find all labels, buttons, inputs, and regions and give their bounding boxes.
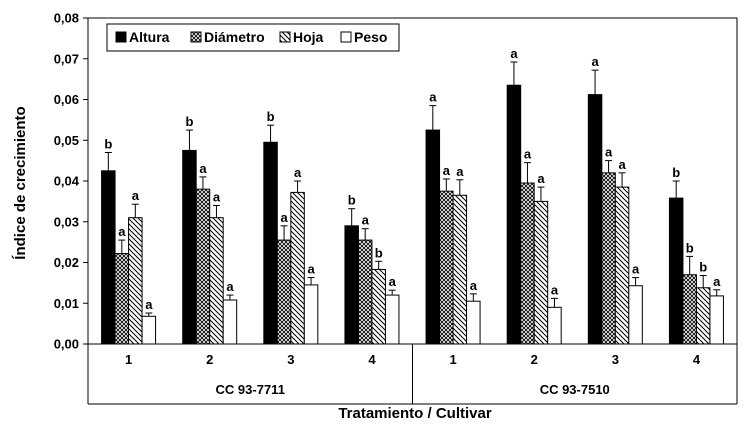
significance-label: a <box>443 163 451 178</box>
y-axis-title: Índice de crecimiento <box>12 106 29 259</box>
bar <box>533 200 549 345</box>
bar <box>141 315 157 345</box>
x-tick-label: 4 <box>368 352 376 367</box>
x-tick-label: 3 <box>287 352 294 367</box>
y-tick-label: 0,07 <box>54 51 79 66</box>
bar <box>222 299 238 345</box>
bar <box>276 239 292 345</box>
y-tick-label: 0,05 <box>54 133 79 148</box>
significance-label: b <box>672 165 680 180</box>
bar <box>439 190 454 345</box>
y-tick-label: 0,03 <box>54 214 79 229</box>
significance-label: a <box>510 46 518 61</box>
significance-label: b <box>375 245 383 260</box>
bar <box>371 268 386 345</box>
plot-area: 0,00 0,01 0,02 0,03 0,04 0,05 0,06 0,07 0,08 CC 9… <box>54 11 738 405</box>
bar <box>682 274 697 345</box>
bar <box>452 194 468 345</box>
bar <box>290 191 305 345</box>
y-tick-label: 0,08 <box>54 11 79 26</box>
y-tick-label: 0,06 <box>54 92 79 107</box>
significance-label: a <box>118 224 126 239</box>
significance-label: a <box>470 278 478 293</box>
y-tick-label: 0,00 <box>54 337 79 352</box>
significance-label: a <box>226 279 234 294</box>
bar <box>547 306 562 345</box>
significance-label: b <box>686 240 694 255</box>
significance-label: a <box>713 274 721 289</box>
bar <box>303 284 319 345</box>
legend: Altura Diámetro Hoja Peso <box>106 23 400 52</box>
significance-label: a <box>389 274 397 289</box>
group-label: CC 93-7711 <box>216 382 285 397</box>
significance-label: a <box>524 147 532 162</box>
bar <box>628 285 643 345</box>
significance-label: a <box>362 213 370 228</box>
bar <box>209 217 224 345</box>
significance-label: a <box>132 188 140 203</box>
y-tick-label: 0,04 <box>54 174 80 189</box>
significance-label: a <box>551 282 559 297</box>
bar <box>506 84 522 345</box>
x-tick-label: 2 <box>206 352 213 367</box>
group-label: CC 93-7510 <box>540 382 610 397</box>
legend-label: Diámetro <box>204 29 265 45</box>
significance-label: b <box>185 114 193 129</box>
significance-label: a <box>618 157 626 172</box>
bar <box>182 149 197 345</box>
legend-label: Peso <box>354 29 387 45</box>
bar <box>384 294 400 345</box>
significance-label: a <box>456 164 464 179</box>
bar <box>709 295 724 345</box>
x-tick-label: 1 <box>125 352 132 367</box>
bar <box>114 253 130 345</box>
y-tick-label: 0,02 <box>54 255 79 270</box>
bar <box>668 197 684 345</box>
legend-label: Altura <box>129 29 170 45</box>
significance-label: a <box>605 145 613 160</box>
bar <box>101 170 116 345</box>
significance-label: b <box>104 136 112 151</box>
significance-label: b <box>699 260 707 275</box>
bar <box>128 217 143 345</box>
bar <box>466 300 481 345</box>
significance-label: a <box>632 262 640 277</box>
bar <box>601 172 616 345</box>
bar <box>425 129 441 345</box>
x-tick-label: 3 <box>612 352 619 367</box>
significance-label: a <box>294 165 302 180</box>
legend-swatch <box>115 31 127 43</box>
bar <box>195 188 211 345</box>
bar <box>695 287 711 345</box>
x-axis-title: Tratamiento / Cultivar <box>338 405 492 422</box>
significance-label: a <box>429 90 437 105</box>
bar <box>614 186 630 345</box>
significance-label: a <box>591 54 599 69</box>
x-tick-label: 2 <box>531 352 538 367</box>
y-tick-label: 0,01 <box>54 296 79 311</box>
bar <box>357 239 373 345</box>
significance-label: b <box>267 109 275 124</box>
significance-label: b <box>348 193 356 208</box>
legend-swatch <box>279 31 291 43</box>
legend-label: Hoja <box>293 29 324 45</box>
significance-label: a <box>280 210 288 225</box>
significance-label: a <box>213 189 221 204</box>
legend-swatch <box>190 31 202 43</box>
bar <box>587 94 603 345</box>
bar <box>344 225 359 345</box>
bar <box>520 182 535 345</box>
significance-label: a <box>537 171 545 186</box>
significance-label: a <box>145 297 153 312</box>
x-tick-label: 4 <box>693 352 701 367</box>
legend-swatch <box>340 31 352 43</box>
bar <box>263 141 278 345</box>
significance-label: a <box>307 262 315 277</box>
x-tick-label: 1 <box>449 352 456 367</box>
significance-label: a <box>199 161 207 176</box>
